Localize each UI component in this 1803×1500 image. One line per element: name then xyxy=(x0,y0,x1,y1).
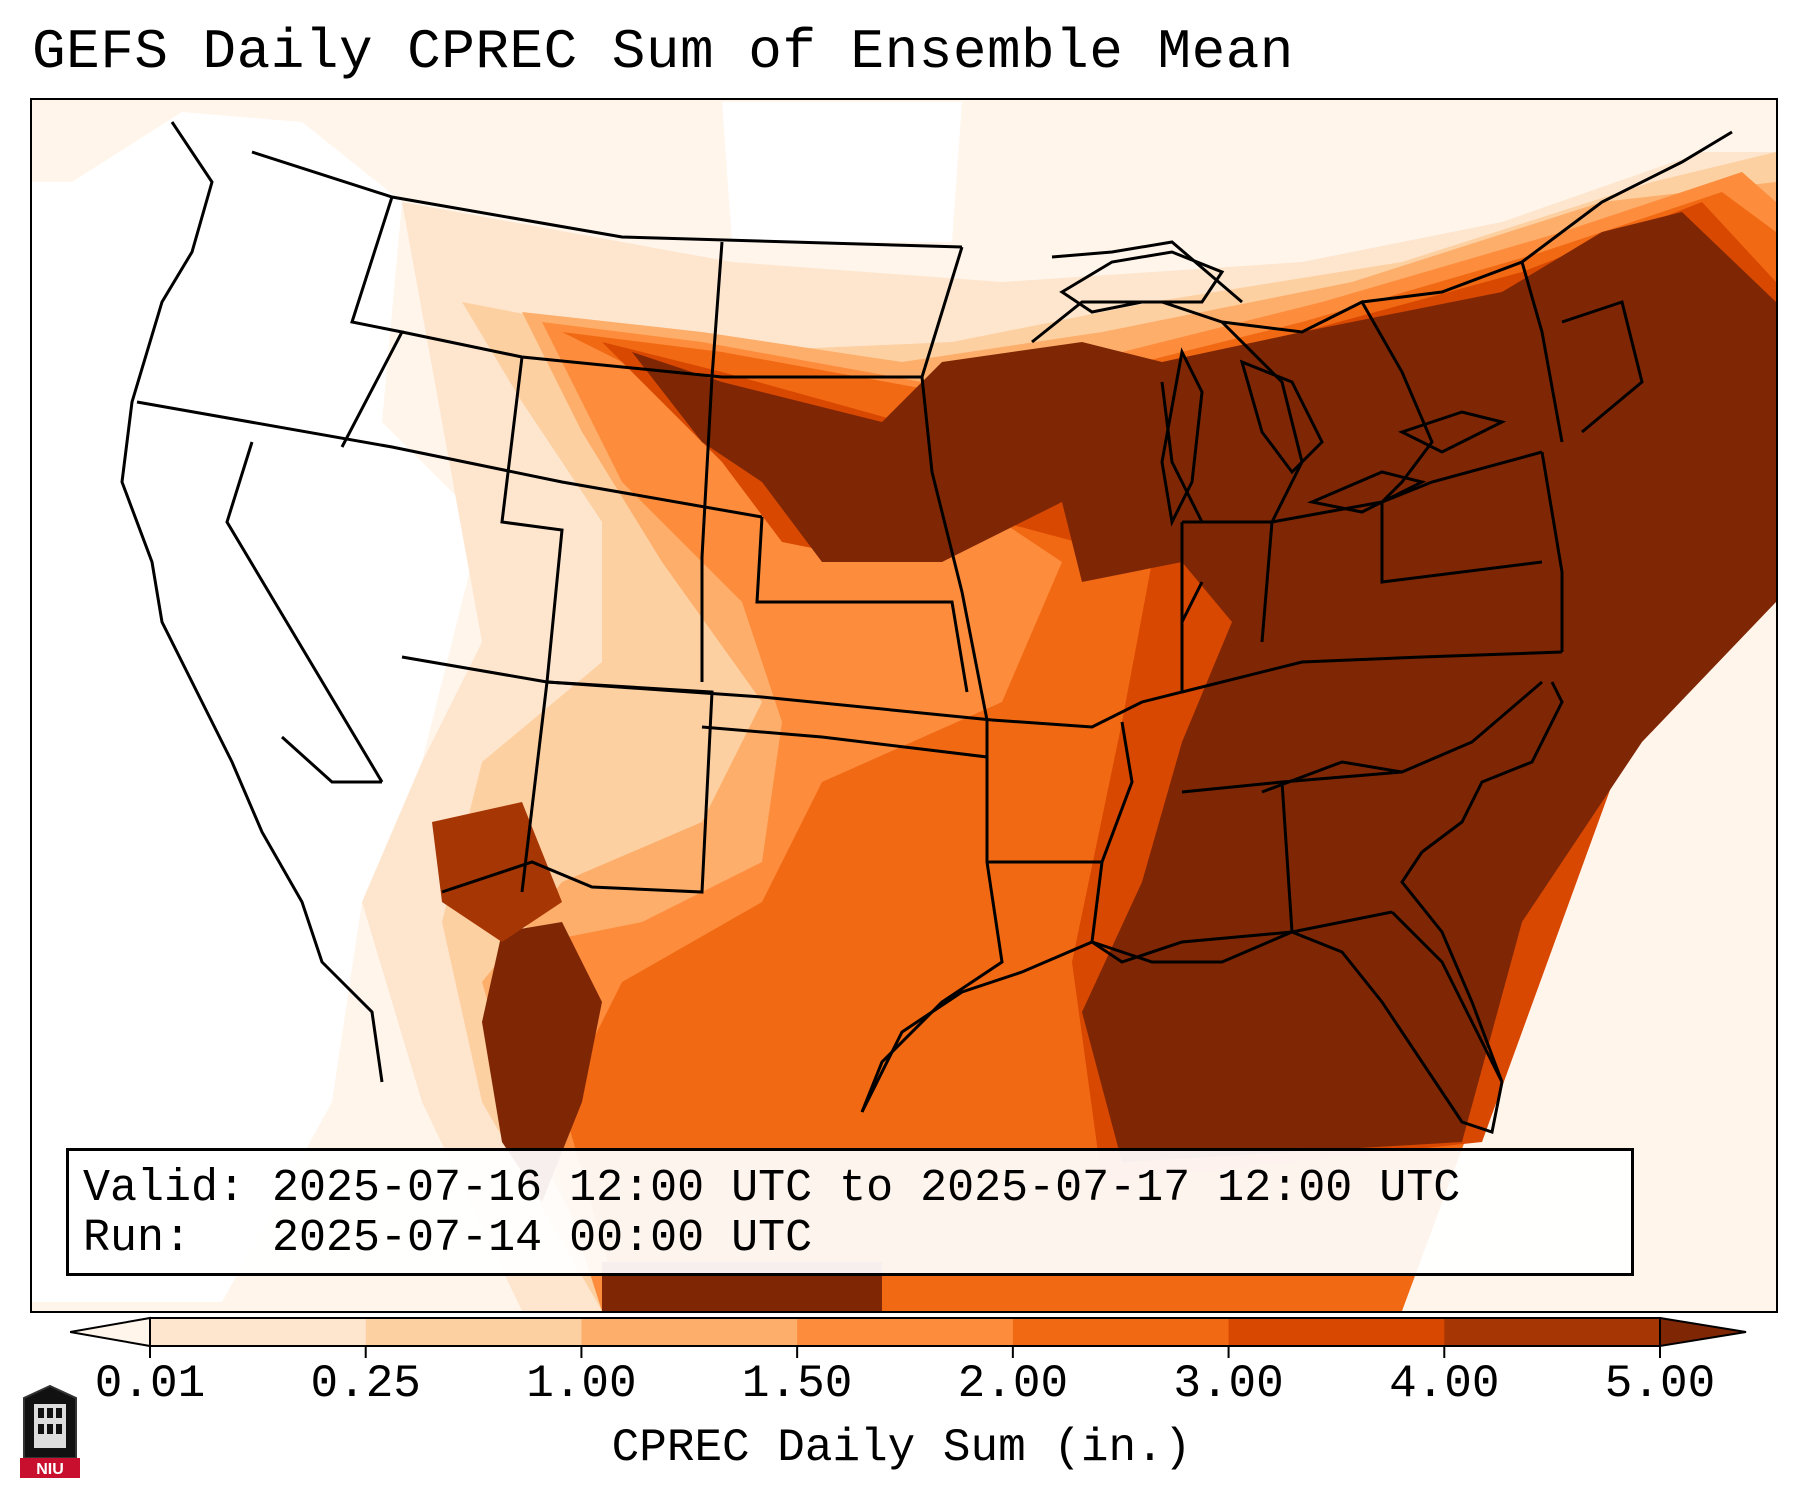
colorbar-segment xyxy=(1444,1318,1661,1346)
dry-area-west xyxy=(32,112,482,1302)
colorbar-tick-label: 1.50 xyxy=(741,1358,853,1410)
colorbar-segment xyxy=(581,1318,798,1346)
colorbar-segment xyxy=(797,1318,1014,1346)
colorbar-tick-label: 4.00 xyxy=(1389,1358,1500,1410)
precip-band-extreme xyxy=(632,212,1776,1162)
colorbar-segment xyxy=(365,1318,582,1346)
colorbar-tick-label: 0.25 xyxy=(310,1358,421,1410)
colorbar-segment xyxy=(1012,1318,1230,1346)
run-time-text: Run: 2025-07-14 00:00 UTC xyxy=(83,1213,813,1264)
colorbar-tick-label: 5.00 xyxy=(1604,1358,1716,1410)
colorbar-tick-label: 1.00 xyxy=(526,1358,637,1410)
colorbar-label: CPREC Daily Sum (in.) xyxy=(611,1422,1192,1474)
valid-run-info-box: Valid: 2025-07-16 12:00 UTC to 2025-07-1… xyxy=(66,1148,1634,1276)
colorbar-tick-label: 2.00 xyxy=(957,1358,1069,1410)
colorbar-extend-low xyxy=(70,1316,151,1348)
niu-logo-text: NIU xyxy=(36,1461,64,1478)
colorbar-segment xyxy=(150,1318,367,1346)
valid-time-text: Valid: 2025-07-16 12:00 UTC to 2025-07-1… xyxy=(83,1163,1461,1214)
colorbar-tick-label: 0.01 xyxy=(94,1358,206,1410)
chart-title: GEFS Daily CPREC Sum of Ensemble Mean xyxy=(32,20,1294,84)
colorbar-segment xyxy=(1228,1318,1445,1346)
precip-band-extreme-2 xyxy=(482,922,602,1202)
map-panel xyxy=(30,98,1778,1313)
niu-logo: NIU xyxy=(20,1384,80,1478)
precipitation-map xyxy=(32,100,1776,1311)
colorbar-extend-high xyxy=(1659,1316,1747,1348)
great-lakes xyxy=(1059,250,1507,527)
colorbar xyxy=(70,1316,1747,1358)
dry-area-northplains xyxy=(722,102,962,242)
gulf-coastline xyxy=(860,851,1504,1134)
colorbar-tick-label: 3.00 xyxy=(1173,1358,1284,1410)
